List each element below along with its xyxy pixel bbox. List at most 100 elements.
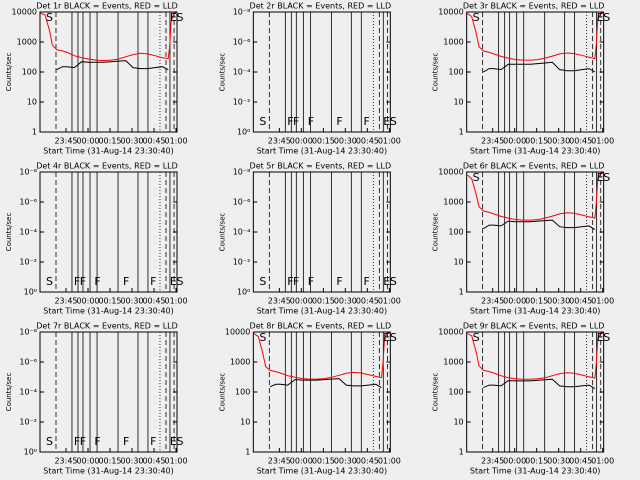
x-tick-label: 01:00 (591, 297, 614, 306)
y-tick-label: 10⁻⁸ (233, 168, 251, 177)
x-tick-label: 00:00 (503, 137, 526, 146)
y-tick-label: 1000 (17, 38, 37, 47)
y-tick-label: 10⁻⁸ (19, 168, 37, 177)
x-tick-label: 00:00 (76, 297, 99, 306)
x-tick-label: 00:45 (142, 457, 165, 466)
x-tick-label: 00:15 (98, 297, 121, 306)
y-tick-label: 10000 (225, 328, 250, 337)
x-tick-label: 00:15 (98, 457, 121, 466)
y-axis-label: Counts/sec (5, 53, 13, 92)
x-tick-label: 00:00 (76, 457, 99, 466)
y-axis-label: Counts/sec (218, 213, 226, 252)
flag-label: S (473, 331, 480, 344)
series-line (467, 331, 604, 380)
flag-label: F (123, 435, 129, 448)
y-tick-label: 100 (448, 228, 463, 237)
plot-frame (39, 331, 178, 453)
y-tick-label: 100 (235, 388, 250, 397)
x-tick-label: 01:00 (591, 457, 614, 466)
flag-label: S (603, 11, 610, 24)
flag-label: F (80, 275, 86, 288)
flag-label: S (46, 435, 53, 448)
plot-frame (466, 11, 605, 133)
x-tick-label: 00:15 (525, 137, 548, 146)
plot-frame (252, 331, 391, 453)
flag-label: F (308, 275, 314, 288)
flag-label: E (170, 275, 177, 288)
y-tick-label: 10 (453, 258, 463, 267)
y-tick-label: 10⁻⁸ (19, 328, 37, 337)
y-axis-label: Counts/sec (432, 213, 440, 252)
panel: Det 7r BLACK = Events, RED = LLD Counts/s… (5, 322, 188, 476)
y-axis-label: Counts/sec (5, 213, 13, 252)
y-axis-label: Counts/sec (218, 53, 226, 92)
panel: Det 4r BLACK = Events, RED = LLD Counts/s… (5, 162, 188, 316)
y-tick-label: 10⁻⁶ (233, 198, 251, 207)
x-tick-label: 00:00 (290, 137, 313, 146)
x-tick-label: 00:30 (334, 457, 357, 466)
y-tick-label: 10⁻² (19, 258, 37, 267)
y-tick-label: 10⁻⁴ (19, 388, 37, 397)
x-axis-label: Start Time (31-Aug-14 23:30:40) (43, 147, 174, 156)
x-tick-label: 23:45 (54, 297, 77, 306)
chart-title: Det 1r BLACK = Events, RED = LLD (36, 2, 178, 11)
flag-label: S (603, 331, 610, 344)
plot-frame (466, 331, 605, 453)
flag-label: F (287, 275, 293, 288)
x-axis-label: Start Time (31-Aug-14 23:30:40) (257, 467, 388, 476)
y-tick-label: 10⁰ (24, 288, 37, 297)
y-tick-label: 1000 (443, 198, 463, 207)
y-tick-label: 10⁻² (233, 258, 251, 267)
x-tick-label: 01:00 (591, 137, 614, 146)
y-tick-label: 100 (22, 68, 37, 77)
panel: Det 9r BLACK = Events, RED = LLD Counts/s… (432, 322, 615, 476)
y-tick-label: 10⁻⁴ (233, 68, 251, 77)
plot-frame (252, 11, 391, 133)
x-tick-label: 00:30 (120, 137, 143, 146)
flag-label: F (123, 275, 129, 288)
x-tick-label: 00:45 (569, 297, 592, 306)
chart-title: Det 2r BLACK = Events, RED = LLD (250, 2, 392, 11)
y-tick-label: 10000 (438, 168, 463, 177)
x-tick-label: 00:00 (290, 297, 313, 306)
flag-label: E (597, 171, 604, 184)
chart-title: Det 5r BLACK = Events, RED = LLD (250, 162, 392, 171)
x-tick-label: 01:00 (164, 297, 187, 306)
flag-label: S (177, 275, 184, 288)
x-tick-label: 01:00 (164, 137, 187, 146)
panel: Det 6r BLACK = Events, RED = LLD Counts/s… (432, 162, 615, 316)
y-axis-label: Counts/sec (218, 373, 226, 412)
y-tick-label: 10 (453, 418, 463, 427)
x-tick-label: 00:15 (525, 457, 548, 466)
flag-label: F (293, 115, 299, 128)
flag-label: F (293, 275, 299, 288)
y-tick-label: 100 (448, 68, 463, 77)
flag-label: S (259, 275, 266, 288)
panel: Det 5r BLACK = Events, RED = LLD Counts/s… (218, 162, 401, 316)
flag-label: F (150, 435, 156, 448)
x-tick-label: 00:15 (525, 297, 548, 306)
flag-label: S (603, 171, 610, 184)
panel: Det 1r BLACK = Events, RED = LLD Counts/s… (5, 2, 188, 156)
x-axis-label: Start Time (31-Aug-14 23:30:40) (257, 147, 388, 156)
series-line (483, 61, 596, 73)
series-line (467, 11, 604, 61)
x-tick-label: 23:45 (54, 137, 77, 146)
flag-label: F (336, 115, 342, 128)
series-line (466, 171, 604, 221)
x-tick-label: 00:45 (142, 297, 165, 306)
flag-label: F (74, 275, 80, 288)
y-tick-label: 1000 (230, 358, 250, 367)
flag-label: F (74, 435, 80, 448)
flag-label: E (383, 275, 390, 288)
flag-label: E (383, 331, 390, 344)
x-tick-label: 00:00 (503, 297, 526, 306)
y-tick-label: 10⁻⁸ (233, 8, 251, 17)
x-tick-label: 00:30 (120, 457, 143, 466)
y-tick-label: 10⁻⁶ (19, 198, 37, 207)
x-tick-label: 00:30 (547, 297, 570, 306)
y-tick-label: 10 (453, 98, 463, 107)
y-tick-label: 10⁻⁶ (233, 38, 251, 47)
panel: Det 8r BLACK = Events, RED = LLD Counts/s… (218, 322, 401, 476)
